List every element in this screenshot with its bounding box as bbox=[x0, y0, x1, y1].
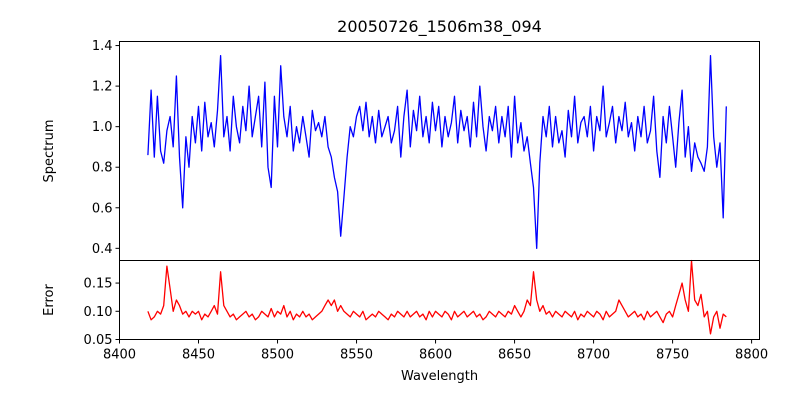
spectrum-y-tick-label: 0.8 bbox=[92, 161, 113, 176]
error-series-line bbox=[147, 259, 727, 335]
x-axis-label: Wavelength bbox=[401, 369, 478, 384]
spectrum-panel: 0.4 0.6 0.8 1.0 1.2 1.4 Spectrum bbox=[42, 39, 760, 261]
error-y-tick-label: 0.05 bbox=[84, 333, 113, 348]
x-tick-label: 8500 bbox=[261, 348, 294, 363]
error-panel: 0.05 0.10 0.15 8400 8450 8500 8550 8600 8650 870… bbox=[42, 259, 768, 384]
x-tick-label: 8750 bbox=[656, 348, 689, 363]
error-y-tick-label: 0.15 bbox=[84, 277, 113, 292]
chart-title: 20050726_1506m38_094 bbox=[337, 17, 542, 37]
spectrum-y-tick-label: 1.4 bbox=[92, 39, 113, 54]
x-ticks: 8400 8450 8500 8550 8600 8650 8700 8750 8800 bbox=[103, 339, 768, 363]
x-tick-label: 8700 bbox=[577, 348, 610, 363]
spectrum-y-tick-label: 0.6 bbox=[92, 201, 113, 216]
x-tick-label: 8600 bbox=[419, 348, 452, 363]
spectrum-series-layer bbox=[147, 55, 727, 249]
spectrum-series-line bbox=[147, 55, 727, 249]
error-y-axis-label: Error bbox=[42, 284, 57, 316]
spectrum-y-ticks: 0.4 0.6 0.8 1.0 1.2 1.4 bbox=[92, 39, 120, 257]
spectrum-y-tick-label: 1.0 bbox=[92, 120, 113, 135]
error-series-layer bbox=[147, 259, 727, 335]
x-tick-label: 8650 bbox=[498, 348, 531, 363]
spectrum-y-tick-label: 1.2 bbox=[92, 80, 113, 95]
x-tick-label: 8400 bbox=[103, 348, 136, 363]
error-y-ticks: 0.05 0.10 0.15 bbox=[84, 277, 120, 348]
x-tick-label: 8450 bbox=[182, 348, 215, 363]
error-y-tick-label: 0.10 bbox=[84, 305, 113, 320]
spectrum-y-tick-label: 0.4 bbox=[92, 242, 113, 257]
x-tick-label: 8550 bbox=[340, 348, 373, 363]
spectrum-axes-frame bbox=[119, 41, 760, 261]
x-tick-label: 8800 bbox=[735, 348, 768, 363]
spectrum-y-axis-label: Spectrum bbox=[42, 120, 57, 183]
error-axes-frame bbox=[119, 260, 760, 340]
